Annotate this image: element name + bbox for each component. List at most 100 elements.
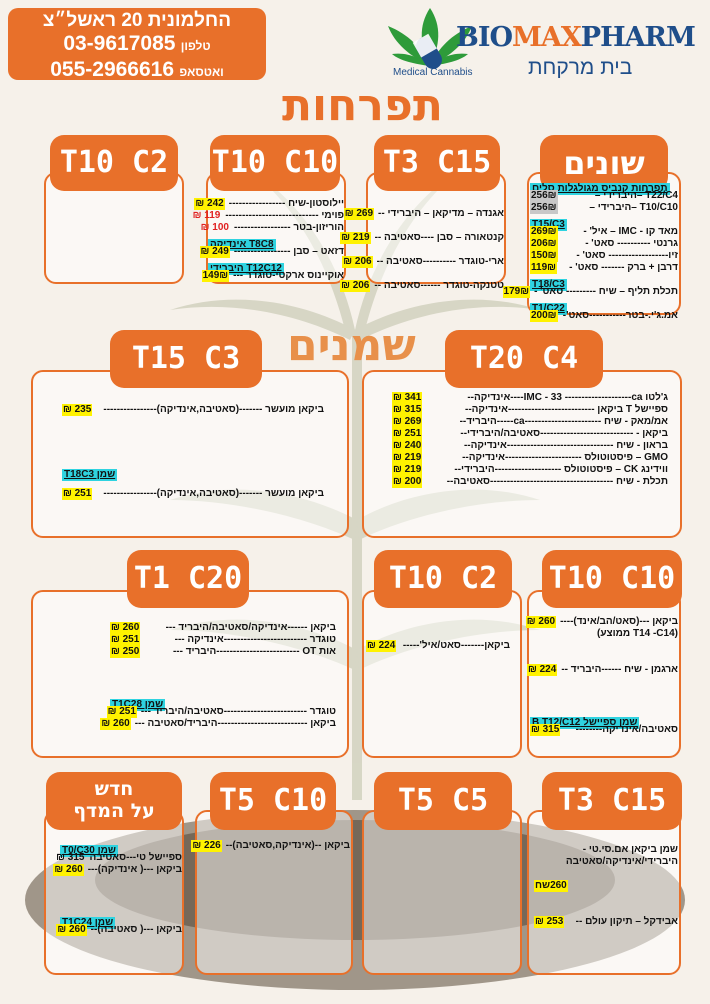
product-line: מאד קו - IMC – איל' - 269₪ <box>530 226 678 238</box>
card-lines-t15c3-oils: ביקאן מועשר -------(סאטיבה,אינדיקה)-----… <box>62 380 324 500</box>
product-price: 219 ₪ <box>392 452 423 464</box>
new-title-line2: על המדף <box>73 800 155 822</box>
product-price: 260שח <box>534 880 568 892</box>
product-name: אמ.ג'י.-בטר-----------סאט'- <box>562 310 678 321</box>
line-spacer <box>368 196 504 208</box>
line-spacer <box>530 640 678 652</box>
card-lines-various: תפרחות קנביס מגולגלות סלים T22/C4 –היבריד… <box>502 178 678 322</box>
line-spacer <box>366 616 510 628</box>
card-tab-t10c2-oils: T10 C2 <box>374 550 512 608</box>
product-line: אמ/מאק - שיח -----------------------ca--… <box>392 416 668 428</box>
section-title-flowers: תפרחות <box>282 80 443 131</box>
product-line: GMO – פיסטוטולס -----------------------א… <box>392 452 668 464</box>
card-tab-t20c4-oils: T20 C4 <box>445 330 603 388</box>
product-line: ביקאן-------סאט/איל'----- 224 ₪ <box>366 640 510 652</box>
product-line: ביקאן ---(סאט/הב/אינד)---- 260 ₪ <box>525 616 678 628</box>
product-name: ביקאן ---( אינדיקה)--- <box>87 864 182 875</box>
card-lines-t10c2-oils: ביקאן-------סאט/איל'----- 224 ₪ <box>366 616 510 652</box>
product-name: מאד קו - IMC – איל' - <box>583 226 678 237</box>
line-spacer <box>62 416 324 428</box>
product-line: אות OT -------------------------היבריד -… <box>110 646 336 658</box>
product-line: ביקאן --(אינדיקה,סאטיבה)-- 226 ₪ <box>191 840 350 852</box>
product-line: תכלת - שיח -----------------------------… <box>392 476 668 488</box>
card-tab-t10c10-oils: T10 C10 <box>542 550 682 608</box>
product-line: ביקאן ------אינדיקה/סאטיבה/היבריד --- 260… <box>110 622 336 634</box>
line-spacer <box>60 888 182 900</box>
line-spacer <box>366 628 510 640</box>
whatsapp-number: 055-2966616 <box>50 58 175 81</box>
product-line: דרבן + ברק ------- סאט' - 119₪ <box>530 262 678 274</box>
line-spacer <box>110 682 336 694</box>
product-line: ספיישל T ביקאן -------------------------… <box>392 404 668 416</box>
product-line: ספיישל טי---סאטיבה 315 ₪ <box>56 852 182 864</box>
product-price: 219 ₪ <box>340 232 371 244</box>
line-spacer <box>530 688 678 700</box>
product-price: 249 ₪ <box>199 246 230 258</box>
card-lines-t20c4-oils: ג'לטו IMC - 33 --------------------ca---… <box>392 380 668 488</box>
product-price: 150₪ <box>530 250 558 262</box>
product-price: 149₪ <box>201 270 230 282</box>
card-tab-t10c10-flowers: T10 C10 <box>210 135 340 191</box>
product-name: זיו------------------ סאט' - <box>576 250 678 261</box>
phone-number: 03-9617085 <box>63 32 176 55</box>
product-line: אגנדה – מדיקאן – היברידי -- 269 ₪ <box>343 208 504 220</box>
line-spacer <box>110 658 336 670</box>
product-name: דזאט – סבן ----------------- <box>233 246 344 257</box>
card-t15c3-oils <box>31 370 349 538</box>
product-price: 269 ₪ <box>343 208 375 220</box>
product-line: קנטאורה – סבן ----סאטיבה -- 219 ₪ <box>340 232 504 244</box>
product-name: סאטיבה/אינדיקה-------- <box>575 724 678 735</box>
card-t5c10 <box>195 810 353 975</box>
product-name: ביקאן מועשר -------(סאטיבה,אינדיקה)-----… <box>103 488 324 499</box>
product-price: 219 ₪ <box>392 464 423 476</box>
subheader-row: T1/C22 <box>530 298 678 315</box>
product-price: 251 ₪ <box>110 634 141 646</box>
product-name: היברידי/אינדיקה/סאטיבה <box>565 856 678 867</box>
product-name: ספיישל T ביקאן -------------------------… <box>465 404 668 415</box>
line-spacer <box>62 380 324 392</box>
product-line: גרנטי ---------- סאט' - 206₪ <box>530 238 678 250</box>
product-price: 200 ₪ <box>392 476 423 488</box>
card-tab-various: שונים <box>540 135 668 191</box>
product-line: פוימי ---------------------------- 119 ₪ <box>193 210 344 222</box>
line-spacer <box>368 268 504 280</box>
line-spacer <box>60 876 182 888</box>
product-name: ווידינג CK – פיסטוטולס -----------------… <box>454 464 668 475</box>
phone-line: טלפון 03-9617085 <box>8 32 266 58</box>
card-t5c5 <box>362 810 522 975</box>
address: החלמונית 20 ראשל״צ <box>42 10 232 31</box>
product-price: 206 ₪ <box>342 256 373 268</box>
subheader-row: שמן T0/C30 <box>60 840 182 857</box>
product-line: סאטיבה/אינדיקה-------- 315 ₪ <box>530 724 678 736</box>
product-price: 179₪ <box>502 286 531 298</box>
product-price: 315 ₪ <box>56 852 85 863</box>
card-lines-new-on-shelf: שמן T0/C30 ספיישל טי---סאטיבה 315 ₪ ביקאן -… <box>53 840 182 936</box>
brand-name: BIOMAXPHARM <box>456 22 696 53</box>
product-name: גרנטי ---------- סאט' - <box>585 238 678 249</box>
card-lines-t5c10: ביקאן --(אינדיקה,סאטיבה)-- 226 ₪ <box>191 840 350 852</box>
product-price: 251 ₪ <box>392 428 423 440</box>
product-name: ארי-טוגדר ----------סאטיבה -- <box>376 256 504 267</box>
brand-tagline: Medical Cannabis <box>393 67 473 78</box>
line-spacer <box>62 452 324 464</box>
product-line: ווידינג CK – פיסטוטולס -----------------… <box>392 464 668 476</box>
subheader-row: שמן T1C28 <box>110 694 336 711</box>
product-name: שמן ביקאן אם.סי.טי - <box>582 844 678 855</box>
product-line: ביקאן ---( אינדיקה)--- 260 ₪ <box>53 864 182 876</box>
product-price: 224 ₪ <box>527 664 558 676</box>
product-name: פוימי ---------------------------- <box>225 210 344 221</box>
line-spacer <box>110 670 336 682</box>
product-name: תכלת תליף – שיח --------- סאט' - <box>534 286 678 297</box>
product-name: תכלת - שיח -----------------------------… <box>446 476 668 487</box>
card-tab-t15c3-oils: T15 C3 <box>110 330 262 388</box>
product-line: יילוסטון-שיח ----------------- 242 ₪ <box>194 198 344 210</box>
card-lines-t3c15-flowers: אגנדה – מדיקאן – היברידי -- 269 ₪ קנטאורה … <box>340 196 504 292</box>
product-price: 119 ₪ <box>192 210 221 221</box>
product-name: יילוסטון-שיח ----------------- <box>228 198 344 209</box>
product-name: ביקאן ---------------------------היבריד/… <box>134 718 336 729</box>
subheader-row: שמן ספיישל B T12/C12 <box>530 712 678 729</box>
card-lines-t1c20: ביקאן ------אינדיקה/סאטיבה/היבריד --- 260… <box>100 610 336 730</box>
product-price: 341 ₪ <box>392 392 423 404</box>
product-line: אבידקל – תיקון עולם -- 253 ₪ <box>534 916 678 928</box>
card-tab-t1c20: T1 C20 <box>127 550 249 608</box>
